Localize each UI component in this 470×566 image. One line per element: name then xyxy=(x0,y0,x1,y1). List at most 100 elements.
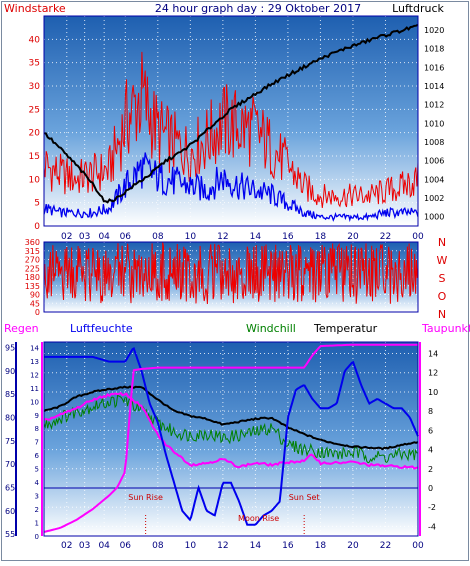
rain-tick-6: 6 xyxy=(35,452,40,460)
luftfeuchte-label: Luftfeuchte xyxy=(70,322,133,335)
temperature-axis-ticks: -4 -2 0 2 4 6 8 10 12 14 xyxy=(428,350,438,532)
rain-tick-10: 10 xyxy=(30,398,39,406)
wind-xtick-10: 20 xyxy=(347,232,359,242)
direction-tick-2: 90 xyxy=(30,291,40,300)
wind-panel-x-ticks: 02 03 04 06 08 10 12 14 16 18 20 22 00 xyxy=(61,232,424,242)
wind-xtick-0: 02 xyxy=(61,232,72,242)
humidity-tick-1: 60 xyxy=(5,507,15,516)
wind-xtick-2: 04 xyxy=(98,232,110,242)
direction-tick-7: 315 xyxy=(25,247,40,256)
rain-line xyxy=(43,343,418,533)
wind-gust-line xyxy=(43,51,419,209)
temp-panel-x-ticks: 02 03 04 06 08 10 12 14 16 18 20 22 00 xyxy=(61,541,424,551)
temp-xtick-11: 22 xyxy=(380,541,391,551)
rain-tick-4: 4 xyxy=(35,479,40,487)
wind-tick-6: 30 xyxy=(29,82,41,92)
temp-xtick-9: 18 xyxy=(315,541,327,551)
temp-tick-5: 6 xyxy=(428,426,433,435)
direction-panel-border xyxy=(43,241,419,313)
temp-tick-6: 8 xyxy=(428,407,433,416)
pressure-tick-0: 1000 xyxy=(424,213,444,222)
rain-tick-3: 3 xyxy=(35,493,39,501)
rain-tick-7: 7 xyxy=(35,439,39,447)
wind-xtick-5: 10 xyxy=(185,232,197,242)
compass-label-1: W xyxy=(437,254,448,267)
wind-xtick-4: 08 xyxy=(152,232,164,242)
pressure-tick-10: 1020 xyxy=(424,26,444,35)
wind-tick-1: 5 xyxy=(34,199,40,209)
temp-tick-2: 0 xyxy=(428,484,433,493)
wind-tick-4: 20 xyxy=(29,129,41,139)
pressure-tick-8: 1016 xyxy=(424,63,444,72)
wind-xtick-3: 06 xyxy=(120,232,132,242)
wind-xtick-7: 14 xyxy=(250,232,262,242)
temp-tick-4: 4 xyxy=(428,446,433,455)
wind-panel-series xyxy=(43,23,419,223)
direction-tick-8: 360 xyxy=(25,238,40,247)
rain-tick-2: 2 xyxy=(35,506,39,514)
pressure-tick-9: 1018 xyxy=(424,45,444,54)
wind-tick-0: 0 xyxy=(34,222,40,232)
dewpoint-line xyxy=(43,391,419,470)
regen-label: Regen xyxy=(4,322,39,335)
windchill-line xyxy=(43,394,418,464)
temp-xtick-3: 06 xyxy=(120,541,132,551)
temp-tick-8: 12 xyxy=(428,369,438,378)
humidity-tick-6: 85 xyxy=(5,390,15,399)
moon-rise-label: Moon Rise xyxy=(238,514,279,523)
temp-xtick-5: 10 xyxy=(185,541,197,551)
wind-direction-line xyxy=(43,242,419,305)
temperature-line xyxy=(43,385,419,451)
sun-rise-label: Sun Rise xyxy=(128,493,163,502)
wind-xtick-11: 22 xyxy=(380,232,391,242)
temp-panel-background xyxy=(44,342,418,536)
wind-tick-5: 25 xyxy=(29,105,40,115)
pressure-tick-2: 1004 xyxy=(424,175,444,184)
temp-tick-3: 2 xyxy=(428,465,433,474)
wind-xtick-1: 03 xyxy=(79,232,90,242)
compass-label-4: N xyxy=(438,308,446,321)
humidity-tick-8: 95 xyxy=(5,344,15,353)
rain-tick-13: 13 xyxy=(30,358,39,366)
luftdruck-label: Luftdruck xyxy=(392,2,444,15)
direction-tick-5: 225 xyxy=(25,264,40,273)
rain-tick-14: 14 xyxy=(30,344,39,352)
direction-tick-0: 0 xyxy=(35,308,40,317)
pressure-line xyxy=(43,23,419,204)
humidity-tick-5: 80 xyxy=(5,414,15,423)
wind-tick-7: 35 xyxy=(29,59,40,69)
pressure-tick-7: 1014 xyxy=(424,82,444,91)
sun-set-label: Sun Set xyxy=(289,493,320,502)
temp-tick-1: -2 xyxy=(428,503,436,512)
humidity-axis-ticks: 55 60 65 70 75 80 85 90 95 xyxy=(5,344,15,540)
wind-avg-line xyxy=(43,152,419,223)
temp-xtick-6: 12 xyxy=(217,541,228,551)
temp-xtick-1: 03 xyxy=(79,541,90,551)
wind-xtick-9: 18 xyxy=(315,232,327,242)
temp-tick-7: 10 xyxy=(428,388,438,397)
compass-label-0: N xyxy=(438,236,446,249)
compass-label-3: O xyxy=(438,290,447,303)
wind-panel-border xyxy=(43,15,419,227)
temp-xtick-7: 14 xyxy=(250,541,262,551)
temp-xtick-0: 02 xyxy=(61,541,72,551)
chart-title: 24 hour graph day : 29 Oktober 2017 xyxy=(155,2,361,15)
taupunkt-label: Taupunkt xyxy=(421,322,470,335)
temp-tick-9: 14 xyxy=(428,350,438,359)
temp-xtick-2: 04 xyxy=(98,541,110,551)
humidity-tick-2: 65 xyxy=(5,484,15,493)
humidity-line xyxy=(44,347,419,526)
rain-tick-8: 8 xyxy=(35,425,39,433)
wind-panel-right-ticks: 1000 1002 1004 1006 1008 1010 1012 1014 1016 1018… xyxy=(424,26,444,222)
direction-tick-3: 135 xyxy=(25,282,40,291)
wind-tick-2: 10 xyxy=(29,175,41,185)
wind-xtick-8: 16 xyxy=(282,232,294,242)
rain-tick-1: 1 xyxy=(35,520,39,528)
direction-tick-6: 270 xyxy=(25,256,40,265)
direction-tick-1: 45 xyxy=(30,299,40,308)
